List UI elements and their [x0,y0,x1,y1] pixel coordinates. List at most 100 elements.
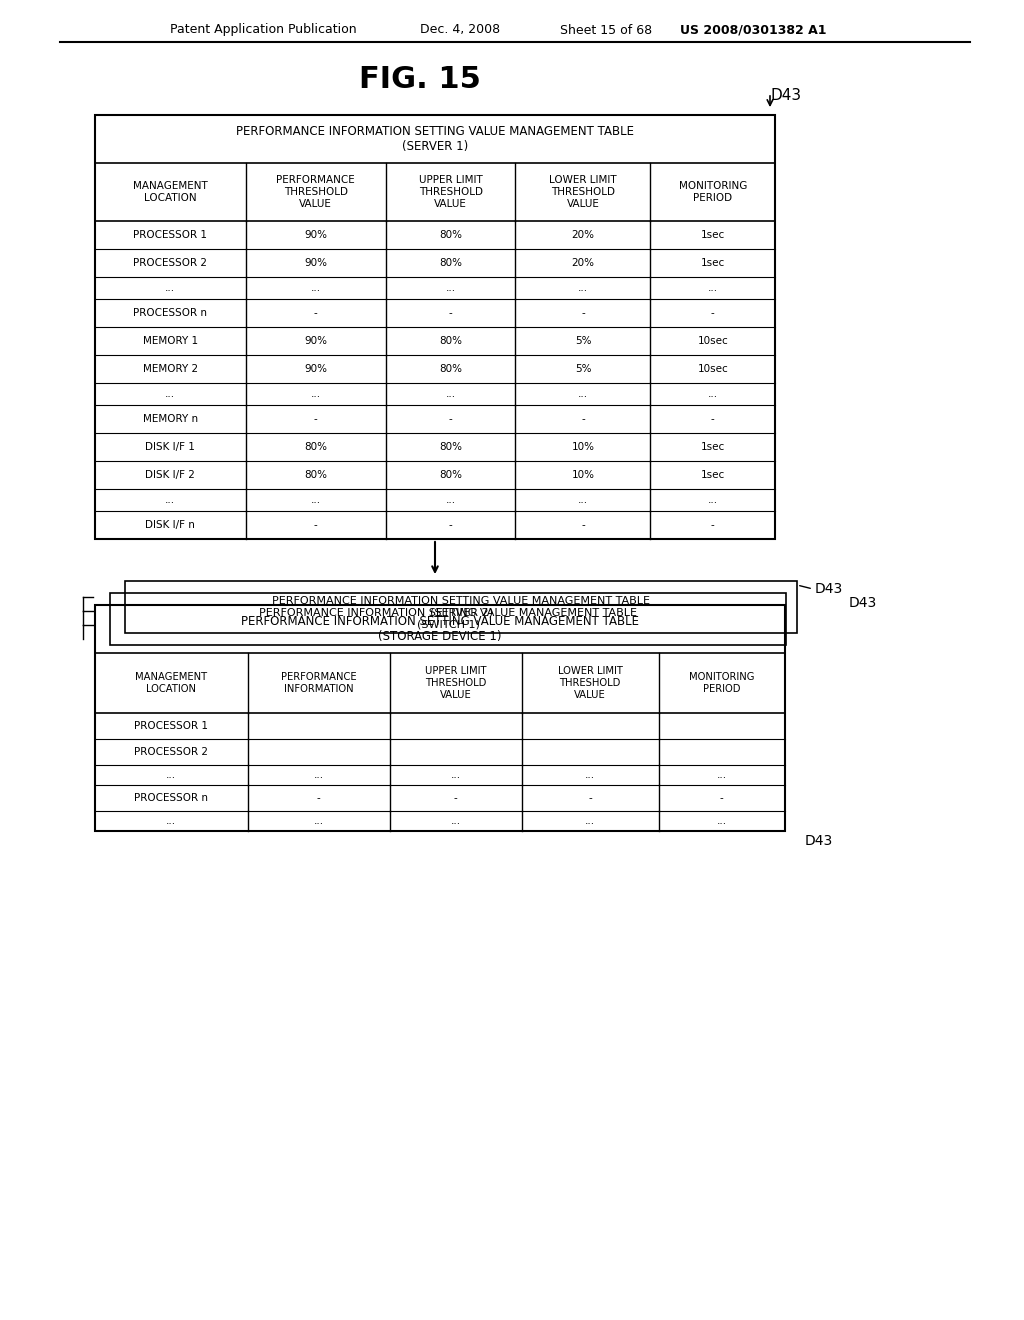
Text: 90%: 90% [304,364,327,374]
Text: ...: ... [585,770,595,780]
Text: PERFORMANCE INFORMATION SETTING VALUE MANAGEMENT TABLE
(SERVER 2): PERFORMANCE INFORMATION SETTING VALUE MA… [272,597,650,618]
Text: 80%: 80% [439,364,462,374]
Text: 80%: 80% [304,470,327,480]
Text: 90%: 90% [304,230,327,240]
Text: MANAGEMENT
LOCATION: MANAGEMENT LOCATION [135,672,208,694]
Text: ...: ... [165,495,175,506]
Text: ...: ... [313,770,324,780]
Text: FIG. 15: FIG. 15 [359,66,481,95]
Text: -: - [313,414,317,424]
Text: ...: ... [578,282,588,293]
Text: D43: D43 [770,87,801,103]
Text: -: - [720,793,724,803]
Text: LOWER LIMIT
THRESHOLD
VALUE: LOWER LIMIT THRESHOLD VALUE [558,667,623,700]
Text: 80%: 80% [304,442,327,451]
Text: ...: ... [708,495,718,506]
Text: ...: ... [717,816,727,826]
Text: ...: ... [310,282,321,293]
Text: 20%: 20% [571,257,595,268]
Text: PROCESSOR 2: PROCESSOR 2 [134,747,208,756]
Text: PERFORMANCE
INFORMATION: PERFORMANCE INFORMATION [281,672,356,694]
Text: ...: ... [165,389,175,399]
Text: MEMORY 1: MEMORY 1 [142,337,198,346]
Text: MANAGEMENT
LOCATION: MANAGEMENT LOCATION [133,181,208,203]
Text: -: - [581,308,585,318]
Text: D43: D43 [849,597,878,610]
Text: PROCESSOR 1: PROCESSOR 1 [133,230,207,240]
Text: PERFORMANCE INFORMATION SETTING VALUE MANAGEMENT TABLE
(SERVER 1): PERFORMANCE INFORMATION SETTING VALUE MA… [236,125,634,153]
Text: ...: ... [578,495,588,506]
Text: 10%: 10% [571,442,595,451]
Text: -: - [313,520,317,531]
Text: D43: D43 [805,834,834,847]
Text: PROCESSOR 1: PROCESSOR 1 [134,721,208,731]
Text: Dec. 4, 2008: Dec. 4, 2008 [420,24,500,37]
Text: ...: ... [451,770,461,780]
Bar [110,593,786,645]
Text: MEMORY 2: MEMORY 2 [142,364,198,374]
Text: 80%: 80% [439,257,462,268]
Text: ...: ... [717,770,727,780]
Text: Patent Application Publication: Patent Application Publication [170,24,356,37]
Text: 90%: 90% [304,337,327,346]
Bar [95,115,775,539]
Text: PERFORMANCE INFORMATION SETTING VALUE MANAGEMENT TABLE
(STORAGE DEVICE 1): PERFORMANCE INFORMATION SETTING VALUE MA… [241,615,639,643]
Text: ...: ... [165,282,175,293]
Text: 20%: 20% [571,230,595,240]
Text: PERFORMANCE INFORMATION SETTING VALUE MANAGEMENT TABLE
(SWITCH 1): PERFORMANCE INFORMATION SETTING VALUE MA… [259,609,637,630]
Bar [125,581,797,634]
Text: 80%: 80% [439,230,462,240]
Text: US 2008/0301382 A1: US 2008/0301382 A1 [680,24,826,37]
Bar [95,605,785,832]
Text: D43: D43 [815,582,843,597]
Text: DISK I/F n: DISK I/F n [145,520,196,531]
Text: ...: ... [708,282,718,293]
Text: 80%: 80% [439,337,462,346]
Text: ...: ... [445,495,456,506]
Text: ...: ... [585,816,595,826]
Text: MEMORY n: MEMORY n [142,414,198,424]
Text: 10%: 10% [571,470,595,480]
Text: MONITORING
PERIOD: MONITORING PERIOD [679,181,746,203]
Text: ...: ... [166,816,176,826]
Text: 10sec: 10sec [697,337,728,346]
Text: -: - [711,414,715,424]
Text: ...: ... [310,495,321,506]
Text: 80%: 80% [439,442,462,451]
Text: ...: ... [578,389,588,399]
Text: PROCESSOR n: PROCESSOR n [133,308,207,318]
Text: ...: ... [708,389,718,399]
Text: 1sec: 1sec [700,257,725,268]
Text: MONITORING
PERIOD: MONITORING PERIOD [689,672,755,694]
Text: -: - [454,793,458,803]
Text: PROCESSOR 2: PROCESSOR 2 [133,257,207,268]
Text: ...: ... [313,816,324,826]
Text: ...: ... [166,770,176,780]
Text: 5%: 5% [574,337,591,346]
Text: -: - [449,308,453,318]
Text: 1sec: 1sec [700,470,725,480]
Text: 5%: 5% [574,364,591,374]
Text: -: - [581,520,585,531]
Text: ...: ... [451,816,461,826]
Text: UPPER LIMIT
THRESHOLD
VALUE: UPPER LIMIT THRESHOLD VALUE [419,176,482,209]
Text: 1sec: 1sec [700,230,725,240]
Text: UPPER LIMIT
THRESHOLD
VALUE: UPPER LIMIT THRESHOLD VALUE [425,667,486,700]
Text: 10sec: 10sec [697,364,728,374]
Text: 80%: 80% [439,470,462,480]
Text: Sheet 15 of 68: Sheet 15 of 68 [560,24,652,37]
Text: 90%: 90% [304,257,327,268]
Text: -: - [581,414,585,424]
Text: LOWER LIMIT
THRESHOLD
VALUE: LOWER LIMIT THRESHOLD VALUE [549,176,616,209]
Text: -: - [449,520,453,531]
Text: -: - [449,414,453,424]
Text: DISK I/F 1: DISK I/F 1 [145,442,196,451]
Text: -: - [588,793,592,803]
Text: -: - [711,308,715,318]
Text: PROCESSOR n: PROCESSOR n [134,793,208,803]
Text: ...: ... [310,389,321,399]
Text: ...: ... [445,282,456,293]
Text: 1sec: 1sec [700,442,725,451]
Text: DISK I/F 2: DISK I/F 2 [145,470,196,480]
Text: -: - [317,793,321,803]
